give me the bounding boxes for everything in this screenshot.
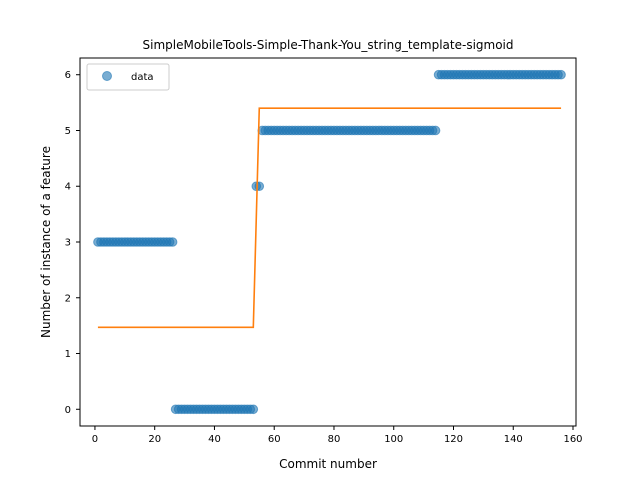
x-axis: 0 20 40 60 80 100 120 140 160 bbox=[92, 426, 583, 445]
legend: data bbox=[86, 63, 170, 91]
y-tick-label: 0 bbox=[65, 405, 71, 416]
x-tick-label: 20 bbox=[148, 434, 161, 445]
data-point bbox=[167, 237, 178, 247]
y-tick-label: 1 bbox=[65, 349, 71, 360]
data-point bbox=[556, 69, 566, 80]
chart-title: SimpleMobileTools-Simple-Thank-You_strin… bbox=[143, 38, 514, 52]
y-tick-label: 2 bbox=[65, 293, 71, 304]
y-tick-label: 3 bbox=[65, 238, 71, 249]
y-tick-label: 6 bbox=[65, 70, 71, 81]
x-tick-label: 60 bbox=[268, 434, 281, 445]
x-tick-label: 0 bbox=[92, 434, 98, 445]
data-point bbox=[430, 125, 441, 136]
x-tick-label: 160 bbox=[563, 434, 582, 445]
legend-box bbox=[86, 63, 170, 91]
x-tick-label: 40 bbox=[208, 434, 221, 445]
x-tick-label: 120 bbox=[444, 434, 463, 445]
x-tick-label: 140 bbox=[504, 434, 523, 445]
x-tick-label: 100 bbox=[384, 434, 403, 445]
x-axis-label: Commit number bbox=[279, 457, 377, 471]
x-tick-label: 80 bbox=[328, 434, 341, 445]
fit-line bbox=[97, 107, 562, 329]
legend-label-data: data bbox=[131, 72, 154, 83]
y-tick-label: 5 bbox=[65, 126, 71, 137]
data-point bbox=[248, 404, 259, 415]
plot-area bbox=[93, 69, 566, 415]
y-tick-label: 4 bbox=[65, 182, 71, 193]
y-axis-label: Number of instance of a feature bbox=[39, 146, 53, 338]
legend-marker-data bbox=[102, 71, 112, 81]
y-axis: 0 1 2 3 4 5 6 bbox=[65, 70, 80, 416]
